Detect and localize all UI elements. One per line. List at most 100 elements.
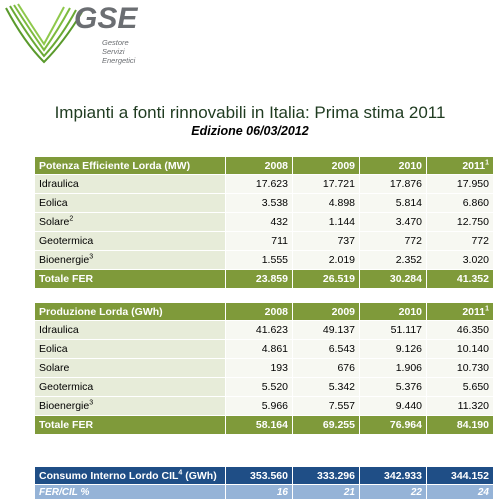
consumo-label: Consumo Interno Lordo CIL4 (GWh)	[34, 466, 226, 485]
produzione-header-label: Produzione Lorda (GWh)	[34, 302, 226, 321]
row-label: Solare2	[34, 212, 226, 232]
fer-cil-label: FER/CIL %	[34, 484, 226, 500]
potenza-header-label: Potenza Efficiente Lorda (MW)	[34, 156, 226, 175]
table-row: Geotermica 711 737 772 772	[34, 231, 494, 251]
produzione-header-row: Produzione Lorda (GWh) 2008 2009 2010 20…	[34, 302, 494, 321]
gse-logo: GSE Gestore Servizi Energetici	[4, 2, 138, 70]
row-label: Geotermica	[34, 231, 226, 251]
total-value: 41.352	[426, 269, 494, 289]
row-value: 17.876	[359, 174, 427, 194]
row-value: 5.342	[292, 377, 360, 397]
table-row: Idraulica 17.623 17.721 17.876 17.950	[34, 174, 494, 194]
year-header: 2008	[225, 302, 293, 321]
row-value: 737	[292, 231, 360, 251]
fer-cil-value: 16	[225, 484, 293, 500]
total-value: 58.164	[225, 415, 293, 435]
row-value: 5.650	[426, 377, 494, 397]
row-value: 10.730	[426, 358, 494, 378]
row-value: 711	[225, 231, 293, 251]
produzione-total-row: Totale FER 58.164 69.255 76.964 84.190	[34, 415, 494, 435]
consumo-value: 353.560	[225, 466, 293, 485]
year-header: 20111	[426, 302, 494, 321]
table-row: Solare 193 676 1.906 10.730	[34, 358, 494, 378]
row-value: 432	[225, 212, 293, 232]
row-label: Idraulica	[34, 174, 226, 194]
row-value: 5.376	[359, 377, 427, 397]
row-value: 1.906	[359, 358, 427, 378]
row-value: 9.126	[359, 339, 427, 359]
total-value: 30.284	[359, 269, 427, 289]
potenza-table: Potenza Efficiente Lorda (MW) 2008 2009 …	[34, 156, 494, 289]
year-header: 2008	[225, 156, 293, 175]
page-subtitle: Edizione 06/03/2012	[191, 124, 309, 138]
table-row: Idraulica 41.623 49.137 51.117 46.350	[34, 320, 494, 340]
row-label: Idraulica	[34, 320, 226, 340]
row-value: 5.814	[359, 193, 427, 213]
row-value: 7.557	[292, 396, 360, 416]
total-label: Totale FER	[34, 269, 226, 289]
total-value: 69.255	[292, 415, 360, 435]
consumo-value: 333.296	[292, 466, 360, 485]
consumo-row: Consumo Interno Lordo CIL4 (GWh) 353.560…	[34, 466, 494, 485]
table-row: Eolica 4.861 6.543 9.126 10.140	[34, 339, 494, 359]
row-value: 11.320	[426, 396, 494, 416]
logo-name: GSE	[74, 2, 138, 35]
row-value: 6.543	[292, 339, 360, 359]
row-value: 9.440	[359, 396, 427, 416]
table-row: Eolica 3.538 4.898 5.814 6.860	[34, 193, 494, 213]
row-value: 17.950	[426, 174, 494, 194]
row-value: 12.750	[426, 212, 494, 232]
row-value: 772	[426, 231, 494, 251]
fer-cil-value: 21	[292, 484, 360, 500]
year-header: 2010	[359, 156, 427, 175]
row-label: Eolica	[34, 193, 226, 213]
potenza-total-row: Totale FER 23.859 26.519 30.284 41.352	[34, 269, 494, 289]
consumo-value: 344.152	[426, 466, 494, 485]
logo-sub-2: Servizi	[102, 47, 125, 56]
total-label: Totale FER	[34, 415, 226, 435]
year-header: 2009	[292, 302, 360, 321]
row-value: 2.352	[359, 250, 427, 270]
row-value: 193	[225, 358, 293, 378]
fer-cil-value: 22	[359, 484, 427, 500]
row-value: 4.898	[292, 193, 360, 213]
row-value: 3.470	[359, 212, 427, 232]
table-row: Solare2 432 1.144 3.470 12.750	[34, 212, 494, 232]
fer-cil-row: FER/CIL % 16 21 22 24	[34, 484, 494, 500]
table-row: Geotermica 5.520 5.342 5.376 5.650	[34, 377, 494, 397]
row-value: 1.144	[292, 212, 360, 232]
row-value: 41.623	[225, 320, 293, 340]
row-label: Geotermica	[34, 377, 226, 397]
table-row: Bioenergie3 5.966 7.557 9.440 11.320	[34, 396, 494, 416]
total-value: 26.519	[292, 269, 360, 289]
row-value: 46.350	[426, 320, 494, 340]
logo-sub-1: Gestore	[102, 38, 129, 47]
consumo-value: 342.933	[359, 466, 427, 485]
row-value: 4.861	[225, 339, 293, 359]
consumo-table: Consumo Interno Lordo CIL4 (GWh) 353.560…	[34, 466, 494, 500]
potenza-header-row: Potenza Efficiente Lorda (MW) 2008 2009 …	[34, 156, 494, 175]
row-label: Bioenergie3	[34, 250, 226, 270]
row-value: 1.555	[225, 250, 293, 270]
row-value: 3.020	[426, 250, 494, 270]
row-value: 17.721	[292, 174, 360, 194]
row-value: 5.966	[225, 396, 293, 416]
row-value: 676	[292, 358, 360, 378]
row-value: 772	[359, 231, 427, 251]
row-value: 5.520	[225, 377, 293, 397]
page-title: Impianti a fonti rinnovabili in Italia: …	[54, 103, 446, 122]
logo-sub-3: Energetici	[102, 56, 136, 65]
total-value: 84.190	[426, 415, 494, 435]
produzione-table: Produzione Lorda (GWh) 2008 2009 2010 20…	[34, 302, 494, 435]
row-label: Solare	[34, 358, 226, 378]
row-value: 17.623	[225, 174, 293, 194]
row-value: 51.117	[359, 320, 427, 340]
total-value: 76.964	[359, 415, 427, 435]
row-value: 3.538	[225, 193, 293, 213]
row-value: 49.137	[292, 320, 360, 340]
row-label: Eolica	[34, 339, 226, 359]
year-header: 2010	[359, 302, 427, 321]
year-header: 2009	[292, 156, 360, 175]
year-header: 20111	[426, 156, 494, 175]
table-row: Bioenergie3 1.555 2.019 2.352 3.020	[34, 250, 494, 270]
